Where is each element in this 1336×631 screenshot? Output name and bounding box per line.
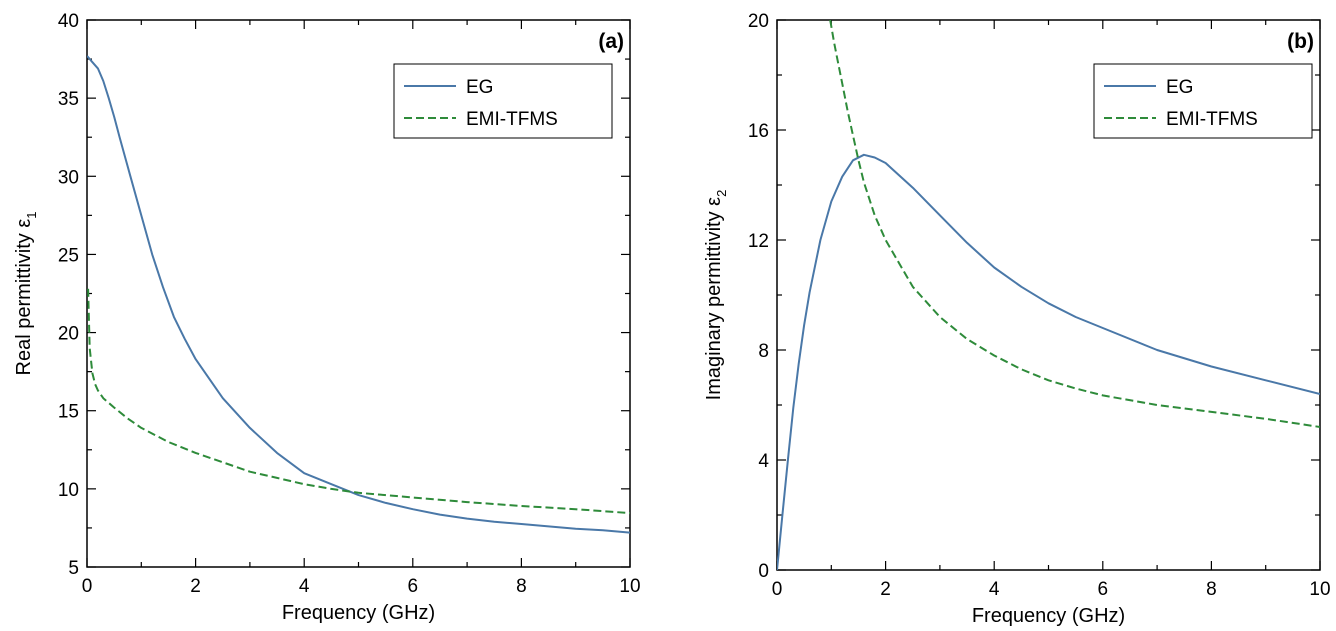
legend-box — [393, 63, 613, 139]
x-axis-title: Frequency (GHz) — [282, 602, 435, 624]
series-line-emi-tfms — [829, 20, 1320, 428]
y-axis-title: Imaginary permittivity ε2 — [703, 190, 729, 401]
legend-box — [1093, 63, 1313, 139]
x-tick-label: 8 — [516, 576, 527, 597]
x-tick-label: 6 — [1098, 579, 1109, 600]
y-axis-title: Real permittivity ε1 — [13, 212, 39, 376]
x-tick-label: 6 — [408, 576, 419, 597]
x-tick-label: 8 — [1206, 579, 1217, 600]
series-line-emi-tfms — [87, 288, 630, 515]
x-tick-label: 4 — [299, 576, 310, 597]
x-tick-label: 2 — [190, 576, 201, 597]
x-tick-label: 10 — [1309, 579, 1330, 600]
y-tick-label: 16 — [748, 121, 769, 142]
x-tick-label: 10 — [619, 576, 640, 597]
legend-label: EMI-TFMS — [1166, 109, 1258, 130]
x-axis-title: Frequency (GHz) — [972, 605, 1125, 627]
y-axis-title-text: Real permittivity ε — [13, 219, 35, 376]
legend-label: EG — [1166, 77, 1193, 98]
panel-b: 0 2 4 6 8 10 0 4 8 12 16 20 Frequency (GHz) Imaginary… — [703, 11, 1331, 627]
series-line-eg — [777, 153, 1320, 570]
x-tick-label: 0 — [772, 579, 783, 600]
y-axis-title-text: Imaginary permittivity ε — [703, 197, 725, 400]
y-tick-label: 10 — [58, 480, 79, 501]
legend-label: EG — [466, 77, 493, 98]
panel-label: (b) — [1287, 30, 1314, 53]
y-tick-label: 15 — [58, 402, 79, 423]
x-tick-label: 0 — [82, 576, 93, 597]
y-tick-label: 35 — [58, 89, 79, 110]
panel-a: 0 2 4 6 8 10 5 10 15 20 25 30 35 40 Frequency (GHz) Rea… — [13, 11, 641, 624]
y-tick-label: 8 — [758, 341, 769, 362]
y-tick-label: 5 — [68, 558, 79, 579]
y-tick-label: 40 — [58, 11, 79, 32]
y-tick-label: 30 — [58, 167, 79, 188]
y-tick-label: 0 — [758, 561, 769, 582]
x-tick-label: 2 — [880, 579, 891, 600]
y-tick-label: 4 — [758, 451, 769, 472]
y-tick-label: 20 — [748, 11, 769, 32]
y-tick-label: 12 — [748, 231, 769, 252]
y-axis-title-subscript: 1 — [24, 212, 39, 219]
series-line-eg — [87, 55, 630, 534]
y-axis-title-subscript: 2 — [714, 190, 729, 197]
y-tick-label: 20 — [58, 324, 79, 345]
y-tick-label: 25 — [58, 245, 79, 266]
legend-label: EMI-TFMS — [466, 109, 558, 130]
x-tick-label: 4 — [989, 579, 1000, 600]
panel-label: (a) — [598, 30, 624, 53]
